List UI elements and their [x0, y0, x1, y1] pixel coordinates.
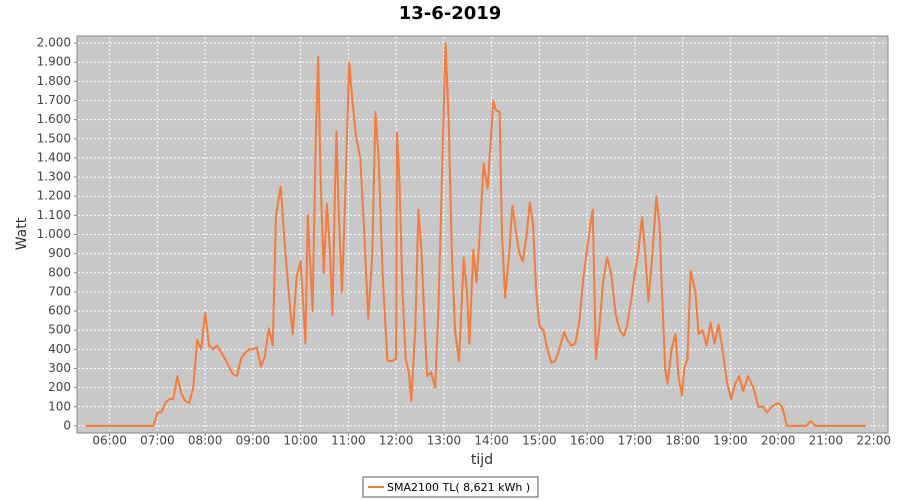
y-tick-label: 1.800: [37, 74, 71, 88]
x-axis-label: tijd: [471, 452, 493, 468]
y-tick-label: 1.900: [37, 55, 71, 69]
x-tick-label: 11:00: [331, 434, 366, 448]
x-tick-label: 17:00: [618, 434, 653, 448]
y-tick-label: 1.200: [37, 189, 71, 203]
y-axis-label: Watt: [14, 217, 30, 250]
legend: [362, 476, 539, 498]
x-tick-label: 16:00: [570, 434, 605, 448]
y-tick-label: 700: [48, 284, 71, 298]
x-tick-label: 14:00: [474, 434, 509, 448]
data-line: [85, 42, 866, 427]
y-tick-label: 900: [48, 246, 71, 260]
y-tick-label: 600: [48, 304, 71, 318]
x-tick-label: 09:00: [236, 434, 271, 448]
x-tick-label: 10:00: [283, 434, 318, 448]
x-tick-label: 15:00: [522, 434, 557, 448]
y-tick-label: 400: [48, 342, 71, 356]
x-tick-label: 18:00: [665, 434, 700, 448]
y-tick-label: 1.000: [37, 227, 71, 241]
x-tick-label: 12:00: [379, 434, 414, 448]
y-tick-label: 1.400: [37, 150, 71, 164]
y-tick-label: 1.300: [37, 170, 71, 184]
y-tick-label: 100: [48, 399, 71, 413]
y-tick-label: 1.700: [37, 93, 71, 107]
y-tick-label: 300: [48, 361, 71, 375]
y-tick-label: 800: [48, 265, 71, 279]
y-tick-label: 0: [63, 418, 71, 432]
y-tick-label: 1.100: [37, 208, 71, 222]
x-tick-label: 13:00: [427, 434, 462, 448]
chart-title: 13-6-2019: [399, 3, 502, 24]
y-tick-label: 1.500: [37, 131, 71, 145]
legend-label: SMA2100 TL( 8,621 kWh ): [387, 481, 530, 494]
y-tick-label: 1.600: [37, 112, 71, 126]
x-tick-label: 19:00: [713, 434, 748, 448]
x-tick-label: 08:00: [188, 434, 223, 448]
x-tick-label: 06:00: [92, 434, 127, 448]
y-tick-label: 2.000: [37, 36, 71, 50]
y-tick-label: 500: [48, 323, 71, 337]
x-tick-label: 07:00: [140, 434, 175, 448]
y-tick-label: 200: [48, 380, 71, 394]
x-tick-label: 20:00: [761, 434, 796, 448]
x-tick-label: 21:00: [809, 434, 844, 448]
x-tick-label: 22:00: [856, 434, 891, 448]
